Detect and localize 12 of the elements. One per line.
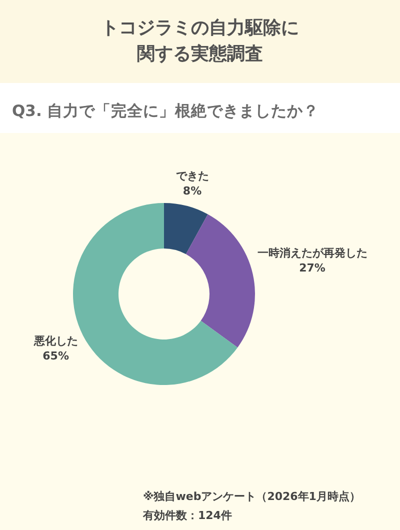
- data-label: 65%: [42, 350, 69, 363]
- chart-title: トコジラミの自力駆除に関する実態調査: [101, 18, 299, 64]
- slice-label: 一時消えたが再発した: [257, 246, 368, 260]
- slice-label: 悪化した: [32, 334, 78, 348]
- data-label: 8%: [182, 184, 202, 198]
- slice-label: できた: [176, 169, 209, 182]
- data-label: 27%: [299, 261, 326, 274]
- donut-slice: [186, 214, 255, 348]
- text: ※独自webアンケート（2026年1月時点）: [143, 490, 360, 503]
- text: 有効件数：124件: [142, 509, 232, 522]
- donut-slice: [164, 203, 208, 254]
- chart-subtitle: Q3. 自力で「完全に」根絶できましたか？: [12, 101, 320, 120]
